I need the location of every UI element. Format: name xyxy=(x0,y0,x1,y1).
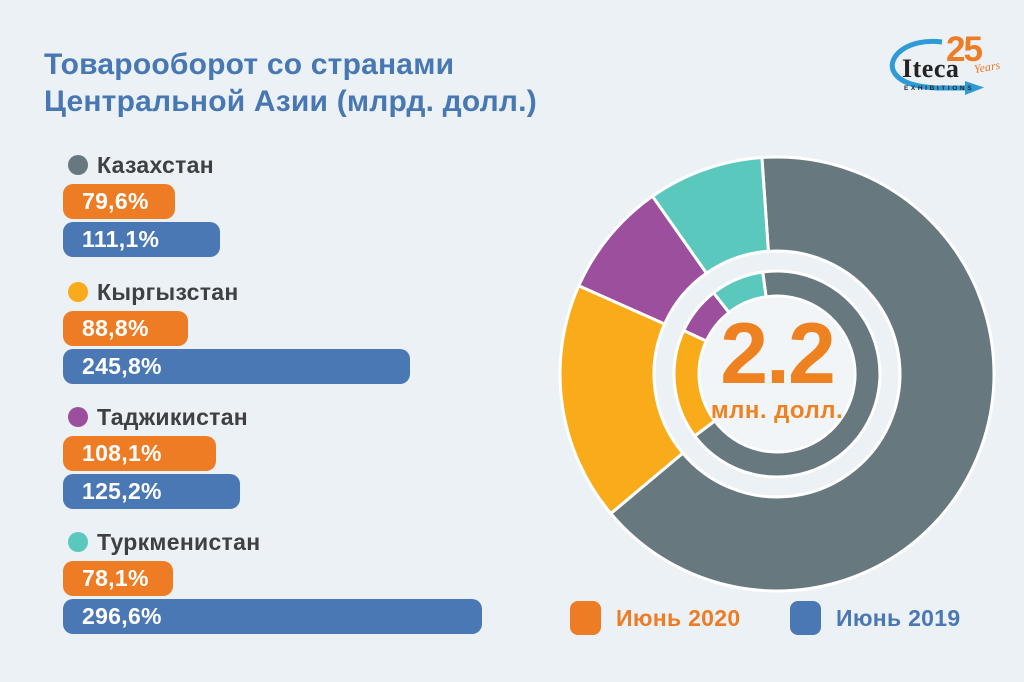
country-block-tajikistan: Таджикистан 108,1% 125,2% xyxy=(63,404,583,514)
country-header: Таджикистан xyxy=(63,404,583,430)
bar-value-label: 111,1% xyxy=(82,226,160,252)
page-title-line2: Центральной Азии (млрд. долл.) xyxy=(44,85,537,118)
donut-outer-segment-Кыргызстан xyxy=(558,284,685,515)
legend-label: Июнь 2020 xyxy=(616,604,741,631)
donut-chart xyxy=(558,155,996,593)
country-header: Туркменистан xyxy=(63,529,583,555)
donut-center-label: 2.2 млн. долл. xyxy=(647,306,907,425)
tajikistan-dot-icon xyxy=(68,407,88,427)
country-name: Туркменистан xyxy=(97,528,261,555)
country-block-turkmenistan: Туркменистан 78,1% 296,6% xyxy=(63,529,583,639)
donut-inner-segment-Туркменистан xyxy=(712,270,768,314)
bar-june2019-kyrgyzstan: 245,8% xyxy=(63,349,410,384)
june-2020-swatch-icon xyxy=(570,601,601,635)
donut-outer-segment-Казахстан xyxy=(609,155,996,593)
page-title-line1: Товарооборот со странами xyxy=(44,48,455,81)
turkmenistan-dot-icon xyxy=(68,532,88,552)
bar-june2019-turkmenistan: 296,6% xyxy=(63,599,482,634)
chart-legend: Июнь 2020 Июнь 2019 xyxy=(570,601,990,641)
bar-value-label: 79,6% xyxy=(82,188,149,214)
iteca-logo: Iteca 25 Years EXHIBITIONS xyxy=(886,30,1001,104)
country-block-kazakhstan: Казахстан 79,6% 111,1% xyxy=(63,152,583,262)
kazakhstan-dot-icon xyxy=(68,155,88,175)
bar-value-label: 108,1% xyxy=(82,440,162,466)
bar-value-label: 78,1% xyxy=(82,565,149,591)
donut-center-disc xyxy=(701,298,853,450)
legend-item-june-2019: Июнь 2019 xyxy=(790,601,960,635)
swoosh-arrow-icon xyxy=(889,38,984,95)
bar-value-label: 296,6% xyxy=(82,603,162,629)
country-name: Кыргызстан xyxy=(97,278,239,305)
donut-inner-segment-Казахстан xyxy=(693,269,882,479)
country-name: Казахстан xyxy=(97,151,214,178)
donut-center-value: 2.2 xyxy=(720,306,836,402)
bar-june2020-turkmenistan: 78,1% xyxy=(63,561,173,596)
donut-center-unit: млн. долл. xyxy=(710,397,844,424)
country-header: Казахстан xyxy=(63,152,583,178)
bar-value-label: 245,8% xyxy=(82,353,162,379)
logo-anniversary-25: 25 xyxy=(946,30,983,69)
bar-june2020-kazakhstan: 79,6% xyxy=(63,184,175,219)
donut-outer-segment-Туркменистан xyxy=(651,156,770,275)
bar-june2020-kyrgyzstan: 88,8% xyxy=(63,311,188,346)
country-name: Таджикистан xyxy=(97,403,249,430)
bar-value-label: 125,2% xyxy=(82,478,162,504)
country-header: Кыргызстан xyxy=(63,279,583,305)
bar-june2019-tajikistan: 125,2% xyxy=(63,474,240,509)
kyrgyzstan-dot-icon xyxy=(68,282,88,302)
bar-june2020-tajikistan: 108,1% xyxy=(63,436,216,471)
legend-label: Июнь 2019 xyxy=(836,604,961,631)
country-block-kyrgyzstan: Кыргызстан 88,8% 245,8% xyxy=(63,279,583,389)
bar-value-label: 88,8% xyxy=(82,315,149,341)
page-title: Товарооборот со странами Центральной Ази… xyxy=(44,46,604,120)
june-2019-swatch-icon xyxy=(790,601,821,635)
bar-june2019-kazakhstan: 111,1% xyxy=(63,222,220,257)
legend-item-june-2020: Июнь 2020 xyxy=(570,601,740,635)
logo-brand-text: Iteca xyxy=(902,54,960,83)
logo-exhibitions-text: EXHIBITIONS xyxy=(904,85,975,92)
